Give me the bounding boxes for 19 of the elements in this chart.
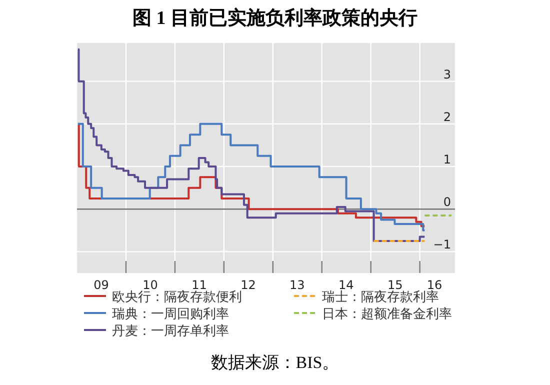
x-tick-label: 12	[240, 278, 256, 292]
chart-title: 图 1 目前已实施负利率政策的央行	[132, 7, 418, 29]
y-tick-label: 1	[443, 152, 451, 167]
y-tick-label: 2	[443, 110, 451, 124]
legend-label: 瑞士：隔夜存款利率	[322, 289, 439, 305]
x-tick-label: 15	[387, 278, 403, 292]
y-tick-label: −1	[433, 238, 451, 252]
source-note: 数据来源：BIS。	[210, 353, 340, 372]
legend-label: 瑞典：一周回购利率	[112, 306, 229, 322]
x-tick-label: 09	[94, 278, 109, 292]
x-tick-label: 14	[338, 278, 354, 292]
legend-label: 欧央行：隔夜存款便利	[112, 289, 242, 305]
legend-label: 丹麦：一周存单利率	[112, 323, 229, 339]
x-tick-label: 13	[290, 278, 305, 292]
legend-label: 日本：超额准备金利率	[322, 306, 452, 322]
y-tick-label: 3	[443, 67, 451, 82]
y-tick-label: 0	[443, 195, 451, 210]
x-tick-label: 11	[192, 278, 207, 292]
x-tick-label: 10	[142, 278, 158, 292]
